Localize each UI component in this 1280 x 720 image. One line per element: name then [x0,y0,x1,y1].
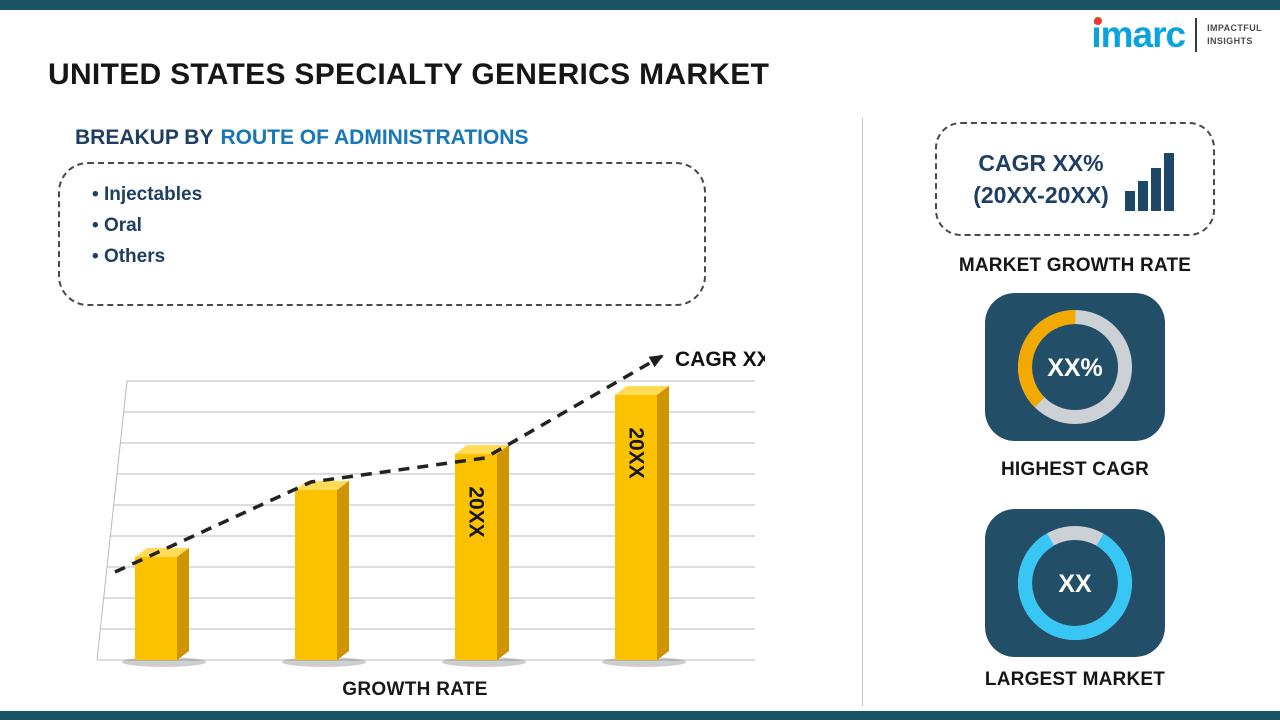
tagline-line-2: INSIGHTS [1207,35,1253,46]
logo-separator [1195,17,1198,52]
trend-arrow [114,354,664,574]
largest-market-donut-chart: XX [1018,526,1132,640]
x-axis-title: GROWTH RATE [342,679,488,700]
bar-series: 20XX 20XX [122,386,686,667]
logo-tagline: IMPACTFUL INSIGHTS [1207,22,1262,46]
breakup-heading: BREAKUP BY ROUTE OF ADMINISTRATIONS [75,126,528,150]
page-title: UNITED STATES SPECIALTY GENERICS MARKET [48,58,770,91]
tagline-line-1: IMPACTFUL [1207,23,1262,34]
highest-cagr-value: XX% [1047,354,1103,382]
growth-bar-chart: 20XX 20XX CAGR XX% [96,348,765,667]
list-item: Others [92,241,704,272]
breakup-heading-prefix: BREAKUP BY [75,126,214,149]
cagr-line-1: CAGR XX% [978,149,1104,176]
svg-text:20XX: 20XX [465,486,488,537]
cagr-summary-text: CAGR XX% (20XX-20XX) [973,147,1109,211]
imarc-logo: imarc IMPACTFUL INSIGHTS [1091,16,1262,53]
largest-market-label: LARGEST MARKET [984,669,1166,690]
highest-cagr-card: XX% [985,293,1165,441]
list-item: Oral [92,210,704,241]
top-border-band [0,0,1280,10]
bottom-border-band [0,711,1280,720]
largest-market-card: XX [985,509,1165,657]
largest-market-value: XX [1058,570,1092,598]
breakup-list-box: Injectables Oral Others [58,162,706,306]
market-growth-rate-label: MARKET GROWTH RATE [958,255,1192,276]
section-divider [862,118,863,706]
cagr-summary-card: CAGR XX% (20XX-20XX) [935,122,1215,236]
trend-cagr-label: CAGR XX% [675,348,765,371]
highest-cagr-donut-chart: XX% [1018,310,1132,424]
brand-text: imarc [1091,14,1186,55]
brand-dot-icon [1094,17,1103,25]
list-item: Injectables [92,179,704,210]
bar-chart-icon [1124,153,1174,211]
brand-wordmark: imarc [1091,14,1186,55]
cagr-line-2: (20XX-20XX) [973,182,1109,208]
highest-cagr-label: HIGHEST CAGR [1000,459,1150,480]
breakup-heading-highlight: ROUTE OF ADMINISTRATIONS [220,126,529,149]
svg-text:20XX: 20XX [625,427,648,478]
